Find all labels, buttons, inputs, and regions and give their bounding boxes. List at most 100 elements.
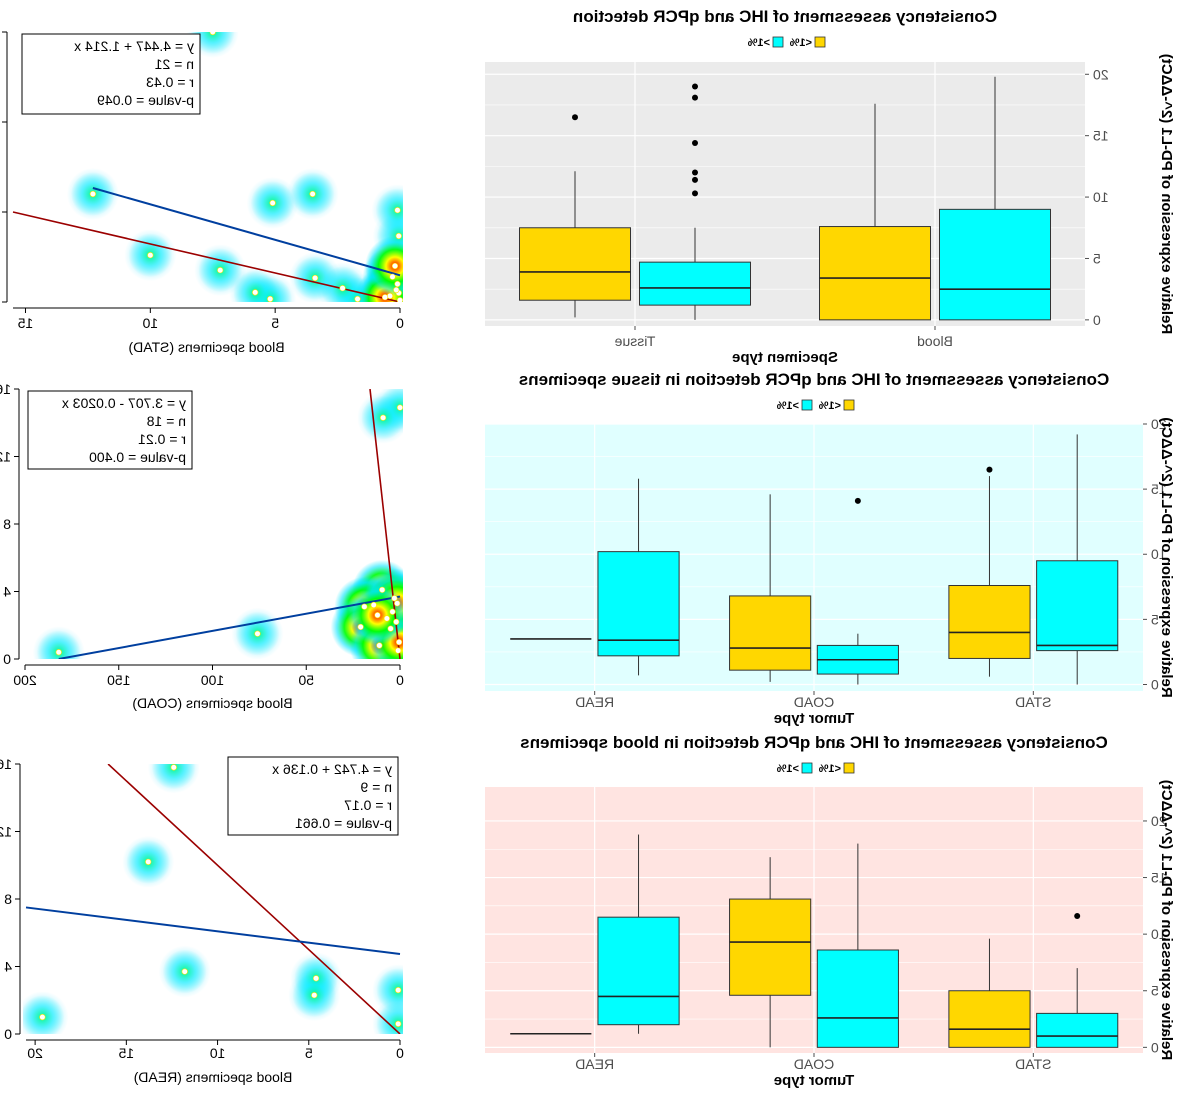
box1-ytick-label: 15	[1093, 128, 1109, 144]
sc1-scatter: 0510150153045y = 4.447 + 1.214 xn = 21r …	[2, 31, 404, 355]
box2-box-READ-0	[597, 478, 680, 676]
sc2-point	[391, 595, 398, 602]
sc2-ytick-label: 8	[3, 516, 11, 532]
box-outlier	[692, 94, 698, 101]
sc3-xtick-label: 5	[305, 1045, 313, 1061]
sc1-fit-line	[92, 187, 401, 277]
box2-xtick-label: COAD	[794, 694, 834, 710]
box-outlier	[692, 176, 698, 183]
sc2-point	[361, 603, 368, 610]
box-outlier	[1074, 913, 1081, 920]
box-outlier	[986, 466, 993, 473]
box2-xlabel: Tumor type	[774, 710, 855, 727]
sc3-density-core	[376, 968, 403, 1013]
sc2-point	[380, 414, 387, 421]
box2-ytick-label: 15	[1151, 481, 1167, 497]
sc3-xlabel: Blood specimens (READ)	[134, 1069, 293, 1085]
sc3-stats-equation: y = 4.742 + 0.136 x	[272, 761, 392, 777]
sc3-stats-n: n = 9	[360, 779, 392, 795]
legend-label-high: >1%	[776, 400, 799, 412]
box-body	[939, 208, 1051, 321]
sc2-point	[254, 630, 261, 637]
sc1-point	[89, 190, 96, 198]
legend-label-low: <1%	[818, 763, 841, 775]
sc2-ytick-label: 12	[0, 449, 11, 465]
box3-box-COAD-1	[729, 857, 812, 1048]
box-outlier	[692, 83, 698, 90]
sc3-ytick-label: 12	[0, 824, 12, 840]
box-body	[1036, 1012, 1119, 1048]
box1-box-Tissue-0	[639, 83, 751, 320]
box-outlier	[692, 140, 698, 147]
sc3-xtick-label: 0	[396, 1045, 404, 1061]
sc1-stats-r: r = 0.43	[146, 74, 194, 90]
sc2-stats-n: n = 18	[146, 413, 186, 429]
box1-boxplot: 0 5 10 15 20 Blood Tissue Consistency assessmen…	[485, 7, 1175, 366]
sc2-point	[379, 586, 386, 593]
sc2-point	[374, 612, 381, 619]
sc1-xlabel: Blood specimens (STAD)	[128, 339, 284, 355]
box3-xlabel: Tumor type	[774, 1072, 855, 1089]
box2-box-STAD-1	[948, 466, 1031, 677]
box1-ytick-label: 0	[1093, 312, 1101, 328]
sc2-xtick-label: 150	[107, 672, 131, 688]
box-body	[597, 551, 680, 657]
sc2-point	[396, 404, 403, 411]
sc1-density-core	[365, 236, 403, 296]
sc1-density-core	[233, 270, 278, 302]
sc2-point	[55, 649, 62, 656]
sc2-density-core	[36, 630, 81, 659]
sc1-ref-line	[12, 211, 401, 302]
box1-xtick-label: Tissue	[614, 333, 655, 349]
box3-xtick-label: READ	[575, 1056, 614, 1072]
box3-box-STAD-0	[1036, 913, 1119, 1048]
sc2-point	[357, 623, 364, 631]
legend-label-low: <1%	[789, 37, 812, 49]
sc2-point	[383, 615, 390, 622]
box-body	[729, 898, 812, 996]
sc2-ytick-label: 16	[0, 381, 11, 397]
box1-box-Blood-1	[819, 103, 931, 321]
box1-ylabel: Relative expression of PD-L1 (2^-ΔΔCt)	[1158, 54, 1175, 334]
sc2-point	[393, 618, 400, 625]
sc1-plot-area	[12, 32, 403, 302]
legend-swatch-low	[814, 36, 826, 48]
sc1-xtick-label: 10	[142, 315, 158, 331]
sc3-ref-line	[107, 764, 401, 1034]
sc2-xtick-label: 100	[201, 672, 225, 688]
box3-ytick-label: 0	[1151, 1039, 1159, 1055]
box-body	[816, 949, 899, 1048]
sc1-point	[252, 289, 259, 296]
box2-title: Consistency assessment of IHC and qPCR d…	[519, 370, 1109, 389]
box2-box-COAD-1	[729, 494, 812, 682]
sc1-point	[393, 286, 400, 294]
box-outlier	[572, 114, 578, 121]
sc1-density-core	[190, 32, 235, 54]
legend-swatch-high	[801, 762, 813, 774]
box3-box-READ-0	[597, 834, 680, 1034]
sc1-xtick-label: 15	[17, 315, 33, 331]
box3-box-STAD-1	[948, 938, 1031, 1048]
sc2-point	[395, 647, 402, 654]
box-body	[597, 916, 680, 1026]
sc3-point	[170, 764, 177, 771]
box-outlier	[692, 190, 698, 197]
sc3-xtick-label: 15	[118, 1045, 134, 1061]
box2-ytick-label: 20	[1151, 416, 1167, 432]
box-body	[1036, 560, 1119, 652]
sc2-point	[387, 625, 394, 632]
sc1-point	[267, 295, 274, 302]
box-body	[639, 261, 751, 306]
sc2-scatter: 0501001502000481216y = 3.707 - 0.0203 xn…	[0, 381, 404, 711]
sc3-point	[312, 975, 320, 982]
sc3-density-core	[151, 764, 196, 790]
sc1-point	[312, 274, 319, 282]
sc2-fit-line	[58, 595, 401, 659]
sc2-xtick-label: 0	[396, 672, 404, 688]
sc1-point	[394, 280, 401, 288]
mirrored-figure-group: 0 5 10 15 20 Blood Tissue Consistency assessmen…	[0, 7, 1175, 1089]
legend-label-high: >1%	[747, 37, 770, 49]
box3-boxplot: 0 5 10 15 20 STAD COAD READ Consistency assessme…	[485, 733, 1175, 1089]
sc1-xtick-label: 0	[396, 315, 404, 331]
